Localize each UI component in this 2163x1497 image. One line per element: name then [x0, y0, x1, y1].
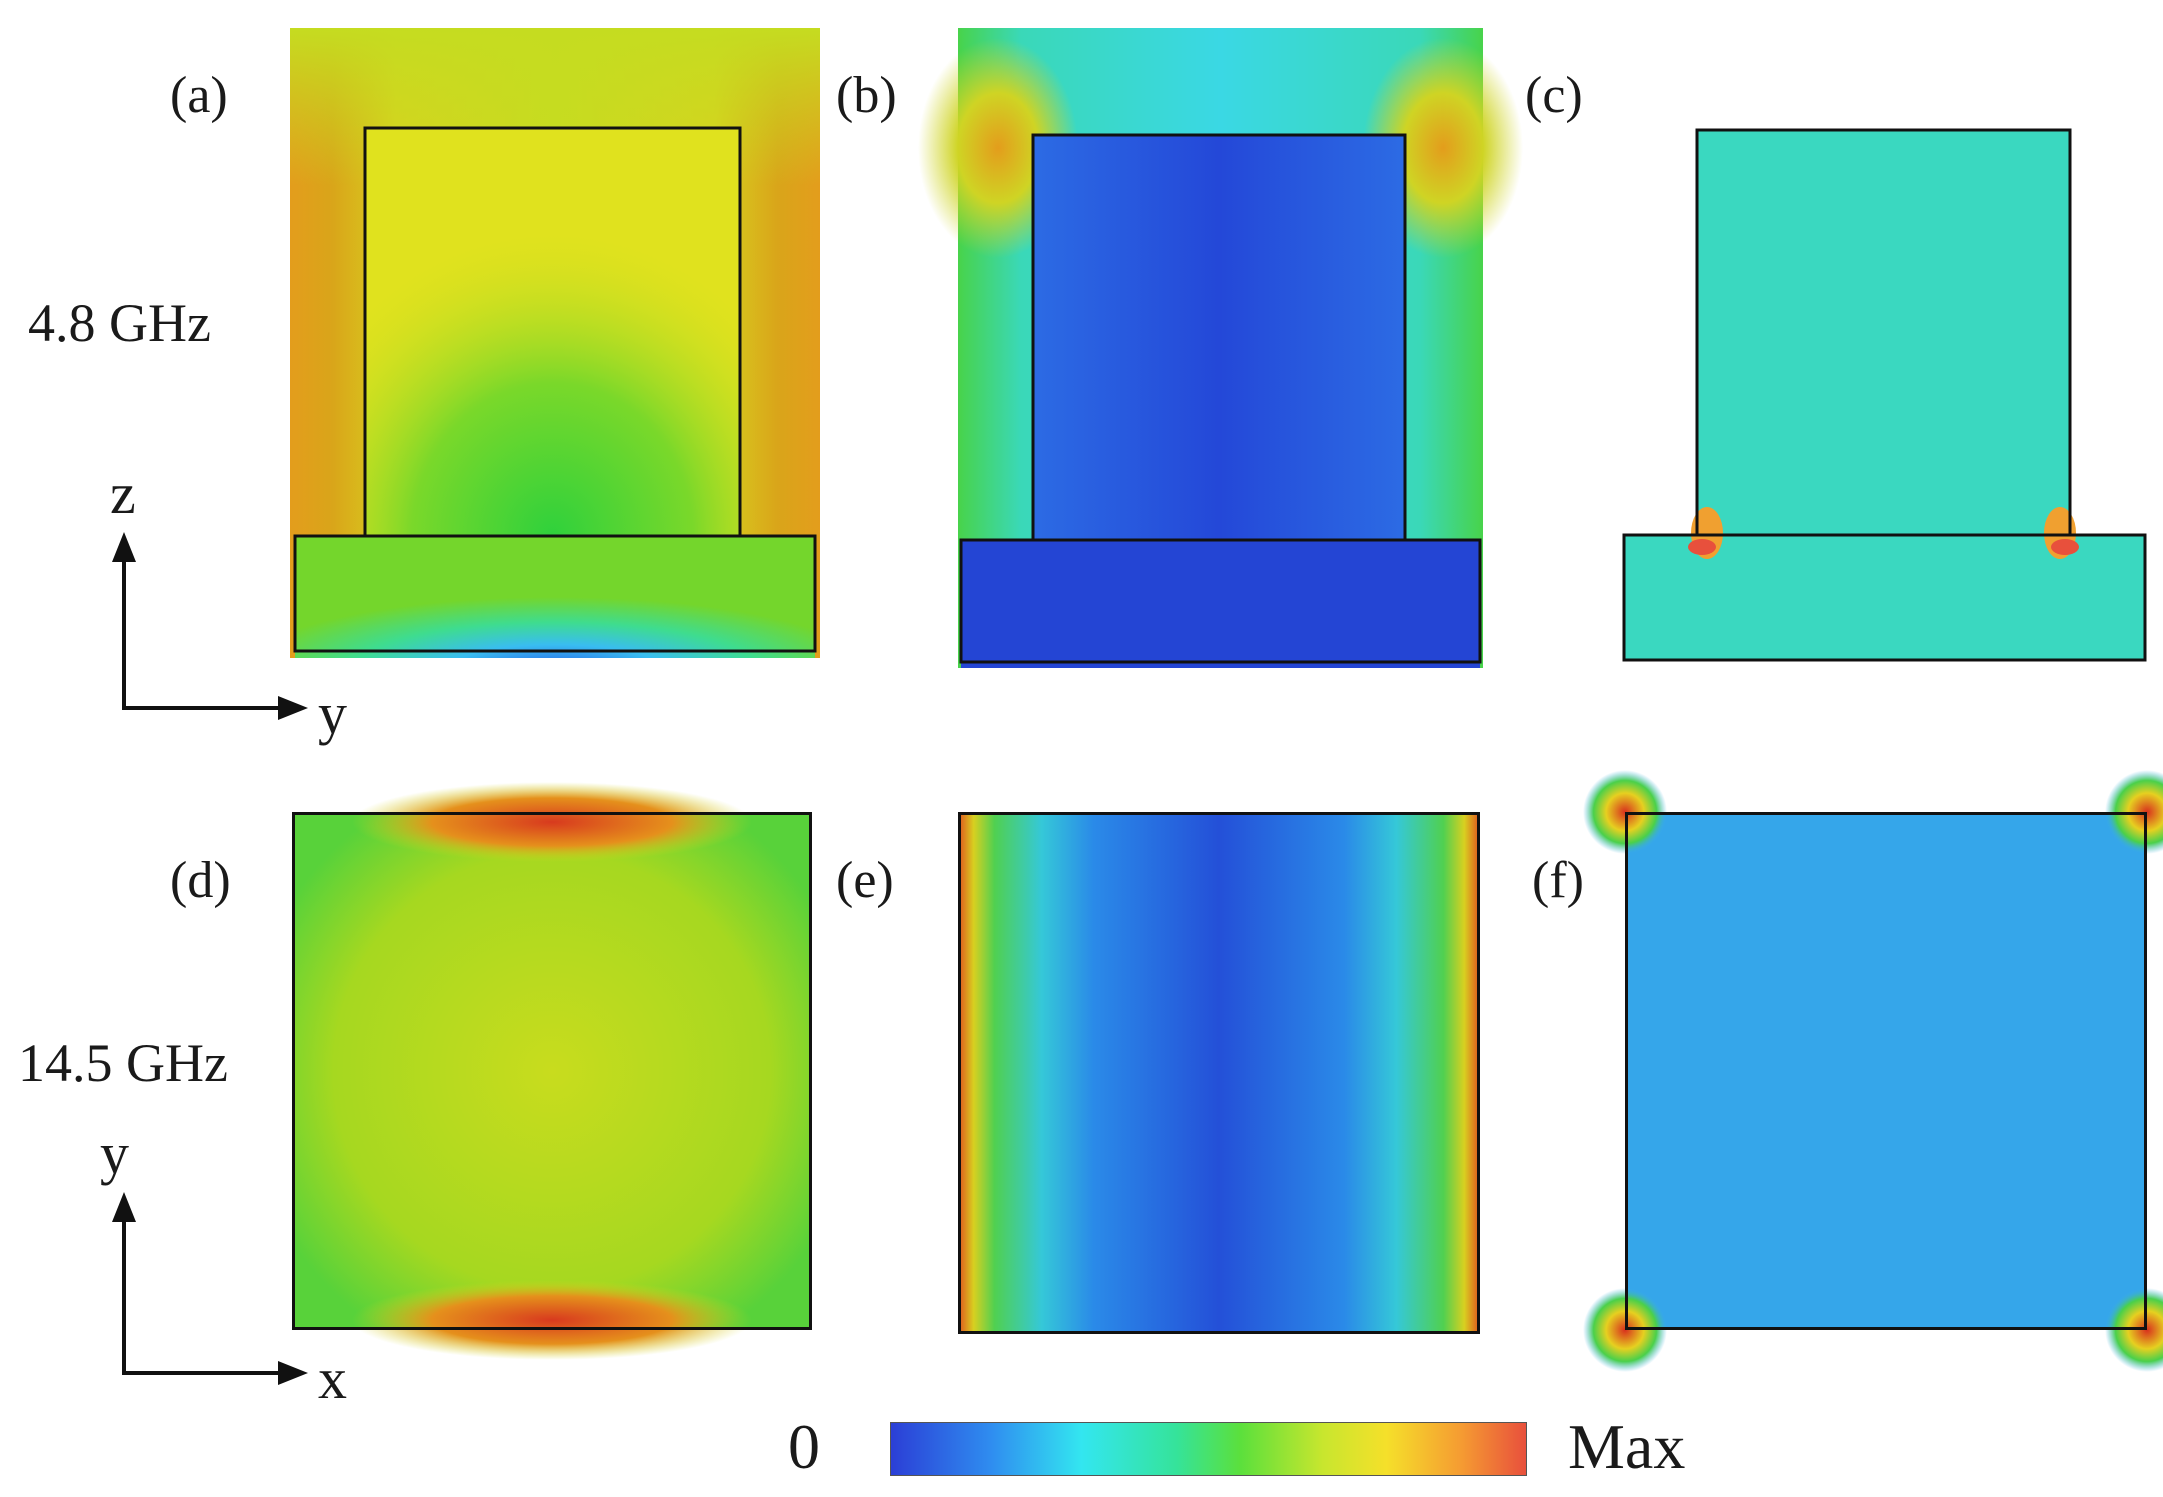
axis-label-z: z — [110, 461, 136, 526]
axis-label-y-horizontal: y — [318, 681, 347, 746]
field-map-c — [1622, 128, 2147, 662]
panel-label-b: (b) — [836, 67, 897, 124]
colorbar-min-label: 0 — [788, 1411, 820, 1482]
panel-label-a: (a) — [170, 67, 228, 124]
axis-label-y-vertical: y — [100, 1121, 129, 1186]
panel-label-d: (d) — [170, 852, 231, 909]
field-map-a — [290, 28, 820, 658]
axis-label-x: x — [318, 1346, 347, 1411]
colorbar — [890, 1422, 1527, 1476]
row-frequency-top: 4.8 GHz — [28, 293, 211, 353]
row-frequency-bottom: 14.5 GHz — [18, 1033, 228, 1093]
field-map-d — [292, 782, 812, 1360]
field-map-e — [958, 812, 1480, 1334]
panel-label-f: (f) — [1532, 852, 1584, 909]
panel-label-e: (e) — [836, 852, 894, 909]
axis-arrows-top — [112, 532, 308, 720]
field-map-b — [918, 28, 1523, 668]
axis-arrows-bottom — [112, 1192, 308, 1385]
panel-label-c: (c) — [1525, 67, 1583, 124]
field-map-f — [1583, 770, 2163, 1372]
colorbar-max-label: Max — [1568, 1411, 1686, 1482]
